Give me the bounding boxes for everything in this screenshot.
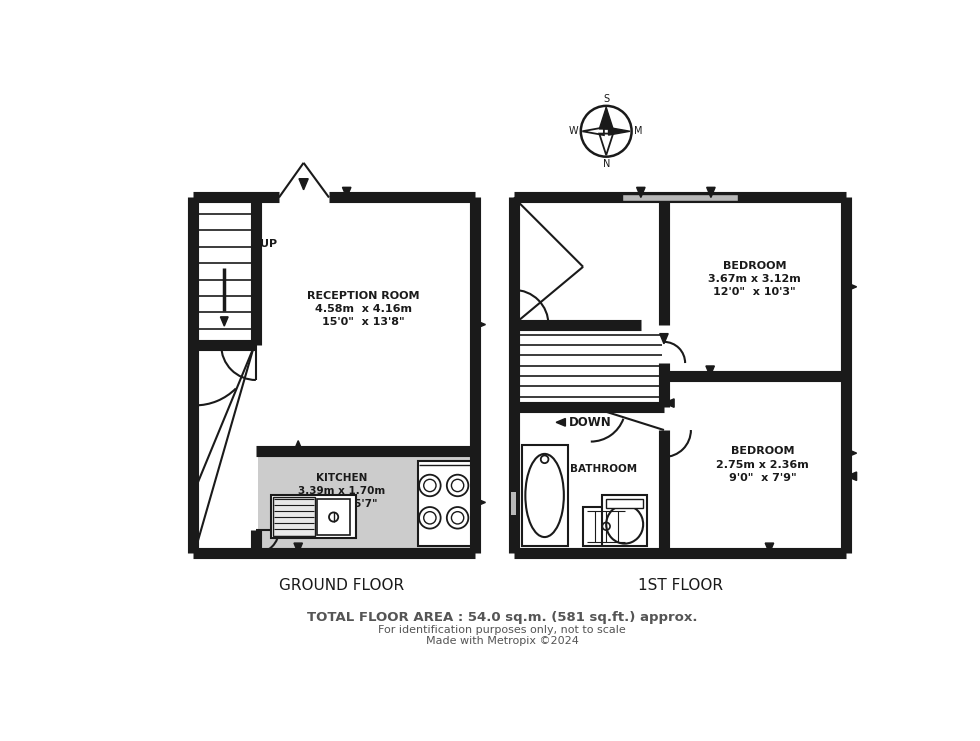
Text: UP: UP: [260, 239, 276, 249]
Polygon shape: [603, 107, 610, 129]
Polygon shape: [664, 399, 674, 408]
Text: KITCHEN
3.39m x 1.70m
11'1"  x 5'7": KITCHEN 3.39m x 1.70m 11'1" x 5'7": [299, 473, 386, 509]
Bar: [512, 491, 516, 515]
Polygon shape: [342, 187, 351, 198]
Polygon shape: [475, 320, 485, 329]
Polygon shape: [660, 372, 668, 382]
Polygon shape: [475, 498, 485, 507]
Text: BEDROOM
3.67m x 3.12m
12'0"  x 10'3": BEDROOM 3.67m x 3.12m 12'0" x 10'3": [709, 261, 802, 297]
Bar: [583, 507, 629, 545]
Polygon shape: [765, 543, 773, 554]
Bar: [622, 194, 738, 201]
Polygon shape: [609, 127, 630, 135]
Text: Made with Metropix ©2024: Made with Metropix ©2024: [426, 636, 578, 646]
Polygon shape: [299, 179, 308, 190]
Polygon shape: [847, 449, 857, 457]
Bar: [271, 496, 356, 538]
Text: M: M: [634, 126, 643, 136]
Bar: [521, 445, 567, 545]
Polygon shape: [706, 366, 714, 376]
Text: BEDROOM
2.75m x 2.36m
9'0"  x 7'9": BEDROOM 2.75m x 2.36m 9'0" x 7'9": [716, 447, 808, 483]
Text: DOWN: DOWN: [569, 416, 612, 429]
Text: W: W: [569, 126, 578, 136]
Polygon shape: [600, 107, 613, 129]
Bar: [318, 499, 350, 535]
Polygon shape: [252, 240, 261, 247]
Bar: [603, 496, 647, 545]
Polygon shape: [220, 317, 228, 326]
Polygon shape: [847, 472, 857, 480]
Bar: [258, 453, 473, 551]
Polygon shape: [557, 419, 565, 426]
Polygon shape: [294, 441, 303, 451]
Text: GROUND FLOOR: GROUND FLOOR: [278, 578, 404, 593]
Bar: [607, 499, 643, 508]
Polygon shape: [847, 282, 857, 291]
Text: N: N: [603, 159, 610, 169]
Polygon shape: [294, 543, 303, 554]
Text: TOTAL FLOOR AREA : 54.0 sq.m. (581 sq.ft.) approx.: TOTAL FLOOR AREA : 54.0 sq.m. (581 sq.ft…: [307, 611, 698, 624]
Text: BATHROOM: BATHROOM: [570, 464, 637, 473]
Polygon shape: [707, 187, 715, 198]
Bar: [272, 497, 316, 536]
Text: S: S: [603, 94, 610, 104]
Bar: [417, 461, 471, 545]
Bar: [622, 194, 738, 201]
Polygon shape: [660, 333, 668, 344]
Text: For identification purposes only, not to scale: For identification purposes only, not to…: [378, 625, 626, 635]
Polygon shape: [707, 367, 714, 376]
Text: RECEPTION ROOM
4.58m  x 4.16m
15'0"  x 13'8": RECEPTION ROOM 4.58m x 4.16m 15'0" x 13'…: [308, 291, 419, 328]
Polygon shape: [637, 187, 645, 198]
Text: 1ST FLOOR: 1ST FLOOR: [638, 578, 722, 593]
